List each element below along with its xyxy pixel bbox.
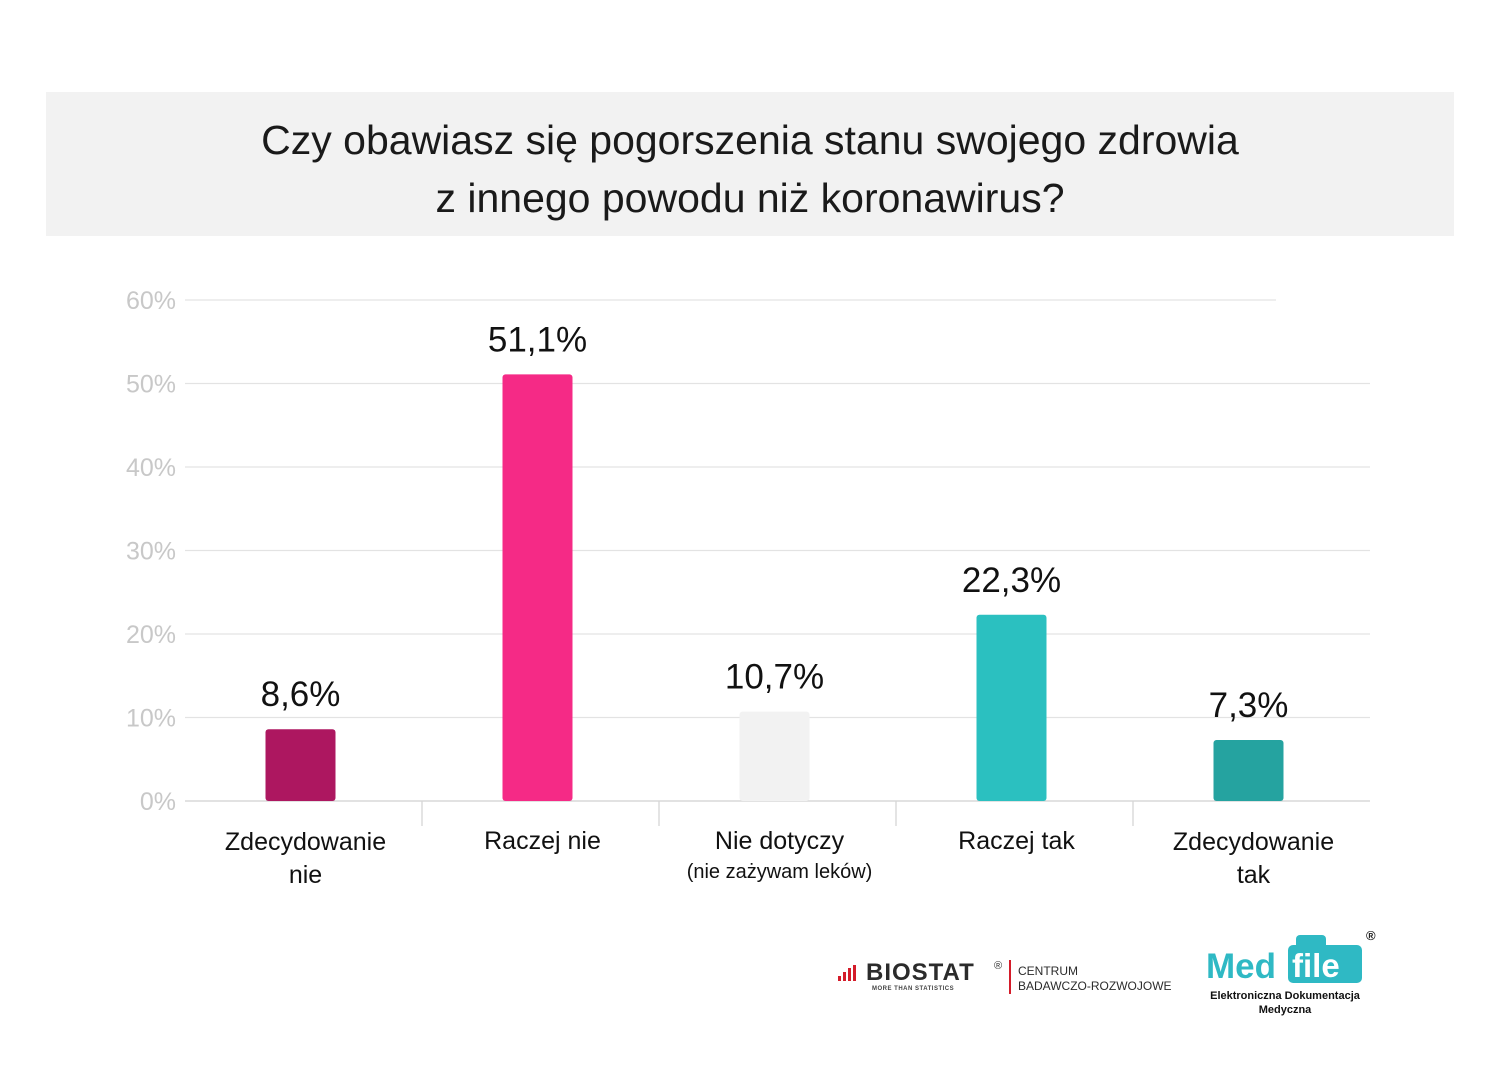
y-tick-label: 30% xyxy=(126,538,176,566)
y-tick-label: 0% xyxy=(140,788,176,816)
x-tick-label: tak xyxy=(1237,861,1271,889)
bar-value-label: 22,3% xyxy=(962,561,1061,600)
y-tick-label: 60% xyxy=(126,287,176,315)
y-tick-label: 20% xyxy=(126,621,176,649)
x-tick-label: Zdecydowanie xyxy=(225,828,386,856)
bar xyxy=(502,374,573,801)
chart-title-line-2: z innego powodu niż koronawirus? xyxy=(435,175,1065,221)
x-tick-label: Nie dotyczy xyxy=(715,827,845,855)
bar-value-label: 8,6% xyxy=(261,675,341,714)
bar xyxy=(976,614,1047,801)
x-tick-label: Zdecydowanie xyxy=(1173,828,1334,856)
title-band xyxy=(46,92,1454,236)
bar xyxy=(265,729,336,801)
chart-title-line-1: Czy obawiasz się pogorszenia stanu swoje… xyxy=(261,117,1239,163)
x-tick-label: nie xyxy=(289,861,322,889)
bar-value-label: 51,1% xyxy=(488,320,587,359)
y-tick-label: 10% xyxy=(126,705,176,733)
y-tick-label: 50% xyxy=(126,371,176,399)
bar xyxy=(739,711,810,801)
bar xyxy=(1213,740,1284,801)
y-tick-label: 40% xyxy=(126,454,176,482)
bar-value-label: 7,3% xyxy=(1209,686,1289,725)
x-tick-label: Raczej nie xyxy=(484,827,601,855)
x-tick-note: (nie zażywam leków) xyxy=(687,861,873,883)
bar-value-label: 10,7% xyxy=(725,658,824,697)
x-tick-label: Raczej tak xyxy=(958,827,1075,855)
